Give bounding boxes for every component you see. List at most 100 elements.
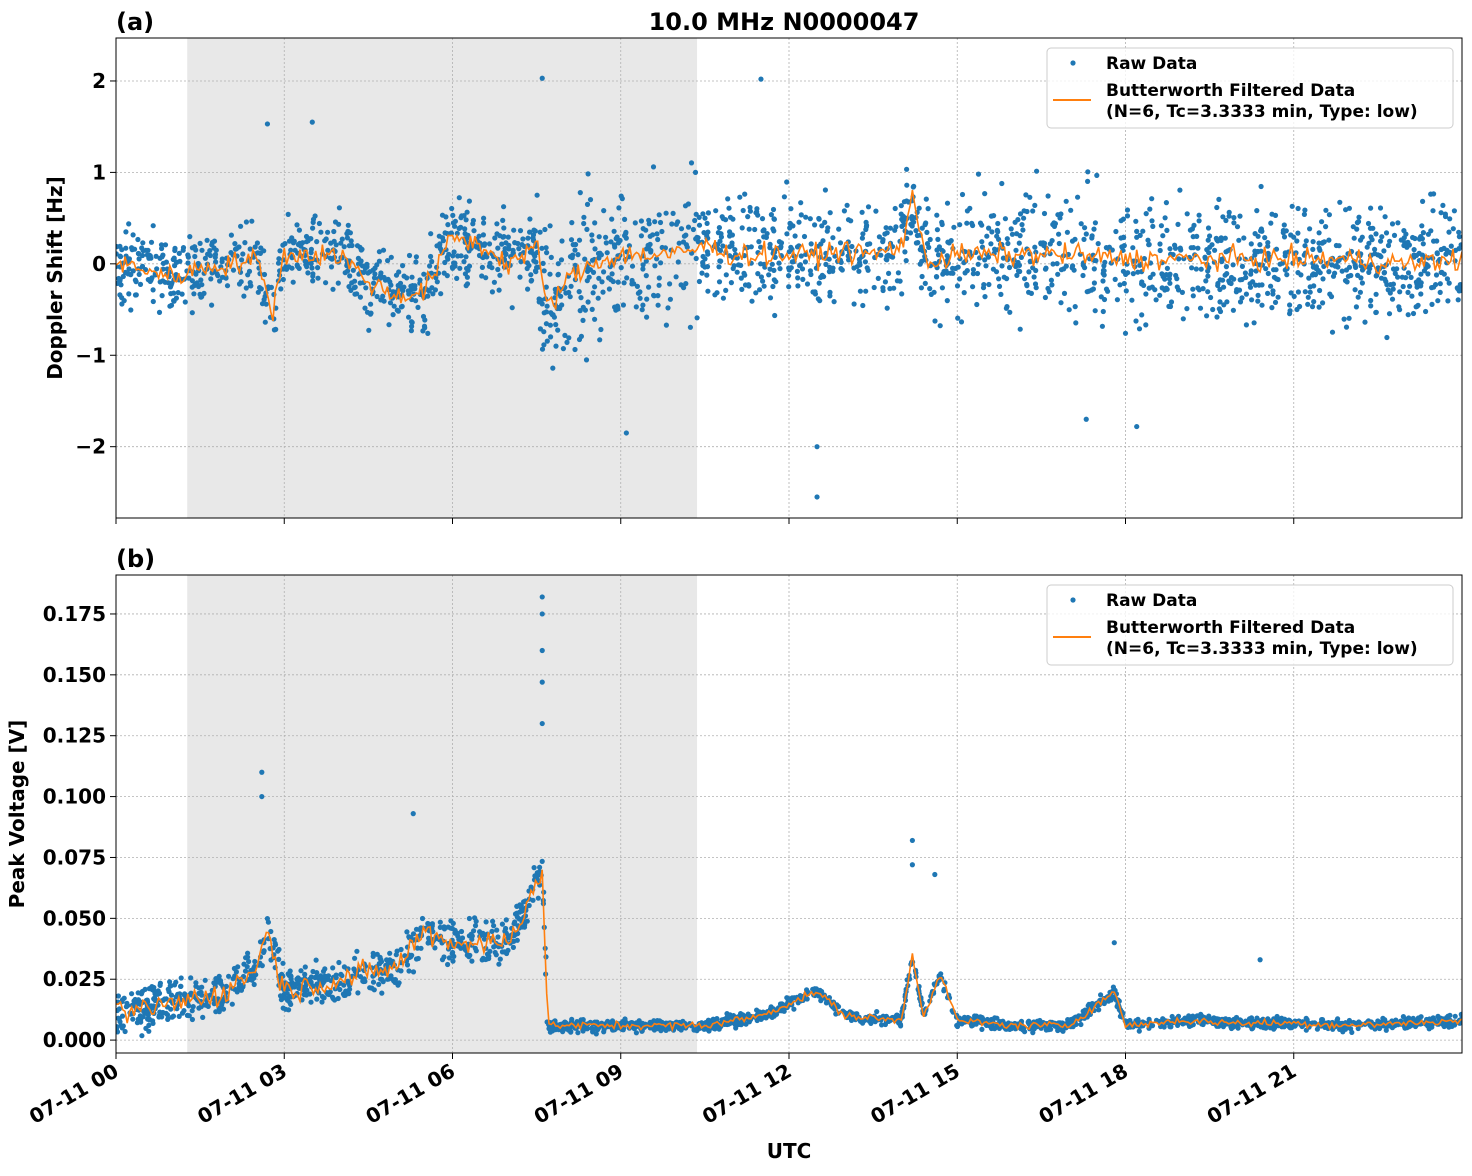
raw-data-point [1249,297,1255,303]
raw-data-point [907,230,914,236]
raw-data-point [1405,312,1411,318]
raw-data-point [1376,1025,1383,1032]
raw-data-point [1410,310,1417,317]
raw-data-point [261,949,267,956]
raw-data-point [771,216,778,222]
raw-data-point [458,928,465,935]
raw-data-point [527,229,533,235]
raw-data-point [1089,235,1095,241]
raw-data-point [492,235,498,241]
raw-data-point [180,245,187,251]
raw-data-point [425,293,431,299]
raw-data-point [223,274,229,280]
raw-data-point [249,977,255,983]
raw-data-point [720,216,726,222]
raw-data-point [1242,270,1248,276]
raw-data-point [1190,286,1196,292]
raw-data-point [1133,318,1139,324]
raw-data-point [727,214,734,220]
raw-data-point [771,277,777,283]
raw-data-point [851,265,857,271]
raw-data-point [185,254,191,260]
raw-data-point [252,958,258,965]
raw-data-point [1167,246,1173,252]
filtered-data-line [116,869,1462,1033]
raw-data-point [1441,245,1447,251]
raw-data-point [1205,237,1211,243]
raw-data-point [298,977,304,983]
raw-data-point [372,265,378,271]
raw-data-point [1215,282,1221,289]
raw-data-point [1082,1007,1088,1013]
raw-data-point [1121,280,1127,287]
legend-raw-marker [1070,60,1076,66]
raw-data-point [1287,302,1293,308]
raw-data-point [592,316,598,322]
raw-data-point [218,981,224,987]
raw-data-point [491,923,497,929]
raw-data-point [517,228,524,234]
raw-data-point [830,235,836,241]
raw-data-point [543,321,550,327]
raw-data-point [767,295,774,301]
raw-data-point [680,239,687,245]
raw-data-point [1248,268,1254,274]
raw-data-point [1124,213,1131,219]
raw-data-point [512,240,518,246]
raw-data-point [1281,222,1287,228]
raw-data-point [1379,234,1385,240]
raw-data-point [511,938,517,944]
raw-data-point [1223,264,1229,270]
raw-data-point [755,271,761,277]
raw-data-point [904,182,910,188]
raw-data-point [295,241,301,248]
raw-data-point [302,258,308,264]
raw-data-point [1310,246,1316,252]
raw-data-point [696,222,703,228]
raw-data-point [339,236,345,242]
raw-data-point [970,271,977,277]
raw-data-point [1220,214,1226,220]
raw-data-point [1098,992,1104,998]
raw-data-point [1157,241,1163,247]
raw-data-point [479,931,485,937]
raw-data-point [1430,208,1436,214]
raw-data-point [461,259,467,265]
raw-data-point [337,986,343,993]
raw-data-point [544,338,550,344]
raw-data-point [1391,232,1398,238]
raw-data-point [1221,284,1227,290]
raw-data-point [761,234,767,240]
raw-data-point [489,928,495,935]
raw-data-point [262,319,268,325]
raw-data-point [503,251,509,257]
raw-data-point [404,962,411,968]
y-tick-label: 0.025 [43,967,106,991]
raw-data-point [586,274,592,280]
raw-data-point [681,233,688,239]
raw-data-point [611,242,618,248]
raw-data-point [487,260,493,266]
raw-data-point [1445,298,1451,304]
raw-data-point [268,284,274,290]
raw-data-point [768,212,775,218]
raw-data-point [1354,226,1360,232]
raw-data-point [646,217,652,223]
raw-data-point [414,945,421,951]
legend-raw-label: Raw Data [1106,54,1197,74]
raw-data-point [491,279,497,285]
raw-data-point [406,252,413,259]
raw-data-point [419,915,426,922]
raw-data-point [1447,216,1453,222]
raw-data-point [380,293,386,299]
raw-data-point [987,1023,993,1029]
raw-data-point [1136,1028,1142,1034]
raw-data-point [479,254,485,260]
raw-data-point [499,921,505,927]
raw-data-point [1054,261,1060,267]
raw-data-point [986,281,992,288]
raw-data-point [185,260,191,266]
raw-data-point [211,1001,217,1007]
raw-data-point [1384,1022,1390,1028]
